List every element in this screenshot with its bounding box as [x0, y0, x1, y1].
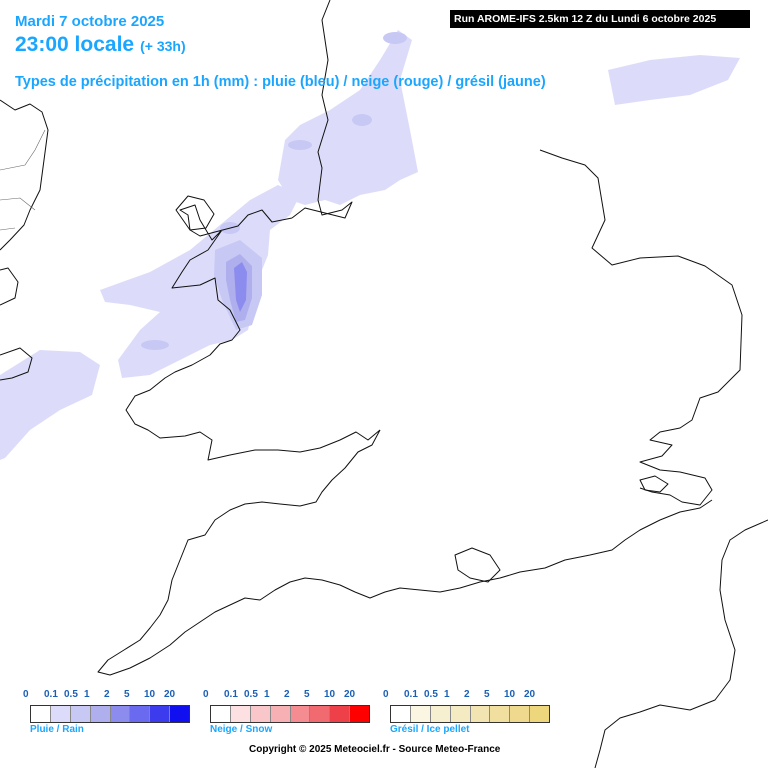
forecast-date: Mardi 7 octobre 2025 — [15, 13, 165, 30]
swatch — [250, 706, 271, 722]
coast-east-england — [291, 0, 743, 506]
tick: 0 — [23, 689, 29, 700]
tick: 2 — [464, 689, 470, 700]
swatch — [530, 706, 549, 722]
legend-ice-title: Grésil / Ice pellet — [390, 724, 470, 735]
rain-area-north — [278, 30, 418, 205]
tick: 10 — [144, 689, 156, 700]
legend-snow-scale — [210, 705, 370, 723]
coast-thames — [639, 475, 669, 493]
legend-snow: 0 0.1 0.5 1 2 5 10 20 Neige / Snow — [203, 689, 370, 735]
swatch — [350, 706, 369, 722]
swatch — [31, 706, 51, 722]
tick: 0.5 — [244, 689, 258, 700]
swatch — [130, 706, 151, 722]
swatch — [70, 706, 91, 722]
rain-field — [0, 30, 740, 460]
rain-patch-4 — [352, 114, 372, 126]
legend-ice-scale — [390, 705, 550, 723]
rain-core-inner — [234, 262, 247, 312]
swatch — [391, 706, 411, 722]
swatch — [310, 706, 331, 722]
tick: 2 — [284, 689, 290, 700]
swatch — [410, 706, 431, 722]
coast-wales — [125, 204, 381, 461]
tick: 5 — [304, 689, 310, 700]
tick: 5 — [484, 689, 490, 700]
legend-ice-pellet: 0 0.1 0.5 1 2 5 10 20 Grésil / Ice pelle… — [383, 689, 550, 735]
swatch — [90, 706, 111, 722]
borders — [0, 129, 46, 231]
swatch — [510, 706, 531, 722]
legend-snow-title: Neige / Snow — [210, 724, 273, 735]
tick: 1 — [264, 689, 270, 700]
coast-ireland-fragment — [0, 347, 33, 381]
legend-snow-ticks: 0 0.1 0.5 1 2 5 10 20 — [203, 689, 370, 703]
tick: 1 — [84, 689, 90, 700]
tick: 2 — [104, 689, 110, 700]
copyright: Copyright © 2025 Meteociel.fr - Source M… — [249, 744, 501, 755]
swatch — [290, 706, 311, 722]
swatch — [490, 706, 511, 722]
legend-ice-ticks: 0 0.1 0.5 1 2 5 10 20 — [383, 689, 550, 703]
legend-rain-ticks: 0 0.1 0.5 1 2 5 10 20 — [23, 689, 190, 703]
tick: 20 — [524, 689, 536, 700]
rain-patch-1 — [141, 340, 169, 350]
tick: 0.1 — [224, 689, 238, 700]
swatch — [470, 706, 491, 722]
coast-france — [594, 519, 768, 768]
rain-patch-5 — [288, 140, 312, 150]
lead-time: (+ 33h) — [140, 38, 186, 54]
swatch — [211, 706, 231, 722]
swatch — [430, 706, 451, 722]
tick: 0 — [203, 689, 209, 700]
tick: 20 — [164, 689, 176, 700]
tick: 5 — [124, 689, 130, 700]
swatch — [230, 706, 251, 722]
tick: 1 — [444, 689, 450, 700]
coast-anglesey — [175, 195, 215, 231]
coast-southwest — [97, 429, 713, 676]
tick: 0.5 — [424, 689, 438, 700]
swatch — [170, 706, 189, 722]
forecast-time: 23:00 locale (+ 33h) — [15, 33, 186, 57]
swatch — [150, 706, 171, 722]
swatch — [270, 706, 291, 722]
tick: 0.1 — [44, 689, 58, 700]
tick: 10 — [324, 689, 336, 700]
forecast-time-value: 23:00 locale — [15, 33, 135, 56]
tick: 0 — [383, 689, 389, 700]
rain-area-irishsea — [100, 185, 300, 378]
rain-patch-3 — [383, 32, 407, 44]
rain-area-northsea — [608, 55, 740, 105]
swatch — [110, 706, 131, 722]
legend-rain-title: Pluie / Rain — [30, 724, 84, 735]
legend-rain-scale — [30, 705, 190, 723]
coast-isle-of-wight — [454, 547, 501, 583]
tick: 10 — [504, 689, 516, 700]
swatch — [50, 706, 71, 722]
legend-rain: 0 0.1 0.5 1 2 5 10 20 Pluie / Rain — [23, 689, 190, 735]
tick: 20 — [344, 689, 356, 700]
coast-northwest — [0, 99, 49, 306]
precip-types-title: Types de précipitation en 1h (mm) : plui… — [15, 74, 546, 90]
tick: 0.1 — [404, 689, 418, 700]
run-info-banner: Run AROME-IFS 2.5km 12 Z du Lundi 6 octo… — [450, 10, 750, 28]
tick: 0.5 — [64, 689, 78, 700]
swatch — [450, 706, 471, 722]
swatch — [330, 706, 351, 722]
rain-area-west — [0, 350, 100, 460]
